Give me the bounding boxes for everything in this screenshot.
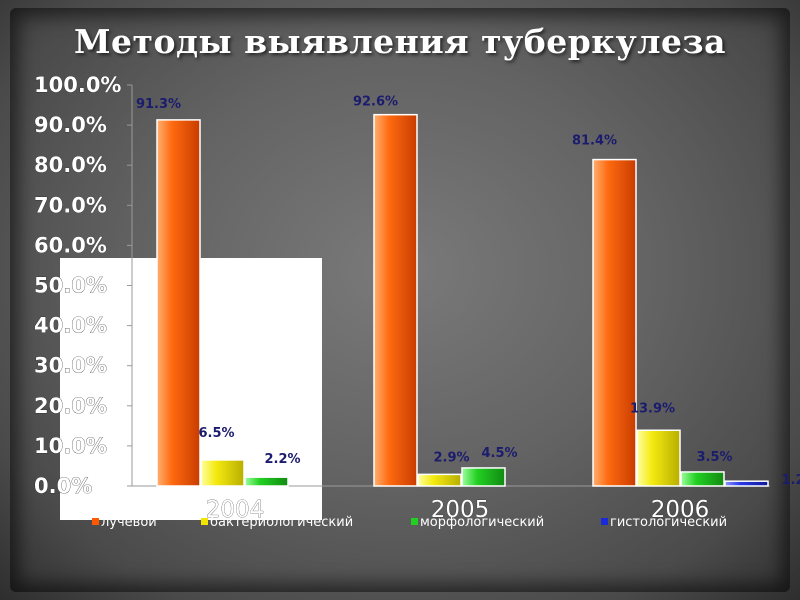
legend-label: морфологический xyxy=(420,515,544,530)
legend-swatch xyxy=(601,518,608,525)
data-label: 81.4% xyxy=(572,134,617,149)
bar xyxy=(724,480,769,487)
bars-layer xyxy=(156,113,769,487)
legend-swatch xyxy=(411,518,418,525)
bar xyxy=(636,429,681,487)
bar xyxy=(373,113,418,487)
x-tick-label: 2004 xyxy=(206,497,265,523)
x-tick-label: 2005 xyxy=(431,497,490,523)
y-tick-label: 30.0% xyxy=(34,354,107,378)
legend-label: гистологический xyxy=(610,515,727,530)
legend-label: лучевой xyxy=(101,515,157,530)
data-label: 1.2% xyxy=(781,473,800,488)
y-tick-label: 70.0% xyxy=(34,193,107,217)
y-tick-label: 10.0% xyxy=(34,434,107,458)
legend-label: бактериологический xyxy=(210,515,353,530)
data-label: 2.2% xyxy=(264,452,300,467)
data-label: 6.5% xyxy=(198,426,234,441)
y-tick-label: 100.0% xyxy=(34,73,121,97)
x-tick-label: 2006 xyxy=(651,497,710,523)
legend-swatch xyxy=(201,518,208,525)
y-tick-label: 20.0% xyxy=(34,394,107,418)
y-tick-label: 80.0% xyxy=(34,153,107,177)
legend: лучевой бактериологический морфологический… xyxy=(92,515,727,530)
bar xyxy=(200,459,245,487)
bar xyxy=(680,471,725,487)
data-label: 4.5% xyxy=(481,446,517,461)
y-tick-label: 0.0% xyxy=(34,474,92,498)
y-tick-label: 60.0% xyxy=(34,233,107,257)
legend-swatch xyxy=(92,518,99,525)
axis-layer: 0.0% 10.0% 20.0% 30.0% 40.0% 50.0% 60.0% 70.0% 8… xyxy=(34,73,770,523)
data-label: 2.9% xyxy=(433,450,469,465)
y-tick-label: 90.0% xyxy=(34,113,107,137)
bar xyxy=(417,473,462,487)
slide-title: Методы выявления туберкулеза xyxy=(74,22,726,61)
y-tick-label: 50.0% xyxy=(34,274,107,298)
bar xyxy=(156,119,201,487)
bar xyxy=(461,467,506,487)
data-label: 91.3% xyxy=(136,97,181,112)
data-label: 3.5% xyxy=(696,450,732,465)
bar xyxy=(244,476,289,487)
data-labels-layer: 91.3% 92.6% 81.4% 6.5% 2.9% 13.9% 2.2% 4.5% 3.5%… xyxy=(136,95,800,489)
y-tick-label: 40.0% xyxy=(34,314,107,338)
bar xyxy=(592,158,637,487)
data-label: 13.9% xyxy=(630,401,675,416)
data-label: 92.6% xyxy=(353,95,398,110)
